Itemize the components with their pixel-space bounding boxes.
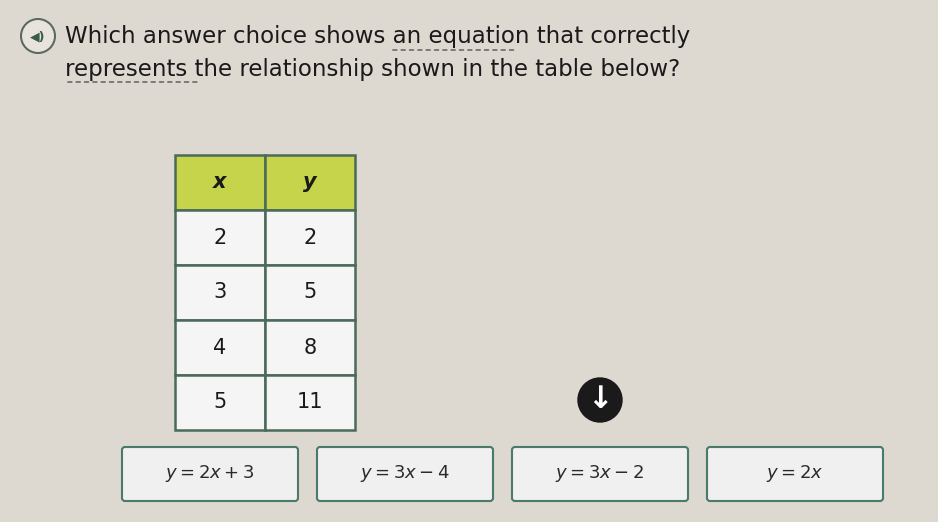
- Text: ↓: ↓: [587, 386, 613, 414]
- Bar: [175, 265, 265, 320]
- Text: y: y: [303, 172, 317, 193]
- Text: ◀): ◀): [30, 30, 46, 43]
- Text: $y = 3x - 2$: $y = 3x - 2$: [555, 464, 644, 484]
- Bar: [265, 375, 355, 430]
- Text: $y = 3x - 4$: $y = 3x - 4$: [360, 464, 450, 484]
- Text: 2: 2: [303, 228, 317, 247]
- Text: 11: 11: [296, 393, 324, 412]
- FancyBboxPatch shape: [512, 447, 688, 501]
- FancyBboxPatch shape: [122, 447, 298, 501]
- Text: 8: 8: [303, 338, 316, 358]
- Bar: [175, 320, 265, 375]
- Bar: [265, 210, 355, 265]
- Text: 5: 5: [213, 393, 227, 412]
- Text: x: x: [213, 172, 227, 193]
- Bar: [265, 265, 355, 320]
- Bar: [265, 155, 355, 210]
- Text: represents the relationship shown in the table below?: represents the relationship shown in the…: [65, 58, 680, 81]
- Text: Which answer choice shows an equation that correctly: Which answer choice shows an equation th…: [65, 25, 690, 48]
- Circle shape: [578, 378, 622, 422]
- FancyBboxPatch shape: [317, 447, 493, 501]
- Bar: [175, 375, 265, 430]
- Bar: [175, 210, 265, 265]
- Text: $y = 2x + 3$: $y = 2x + 3$: [165, 464, 255, 484]
- Bar: [175, 155, 265, 210]
- Circle shape: [21, 19, 55, 53]
- Text: 3: 3: [213, 282, 227, 303]
- Text: 5: 5: [303, 282, 317, 303]
- Text: 2: 2: [213, 228, 227, 247]
- FancyBboxPatch shape: [707, 447, 883, 501]
- Text: $y = 2x$: $y = 2x$: [766, 464, 824, 484]
- Text: 4: 4: [213, 338, 227, 358]
- Bar: [265, 320, 355, 375]
